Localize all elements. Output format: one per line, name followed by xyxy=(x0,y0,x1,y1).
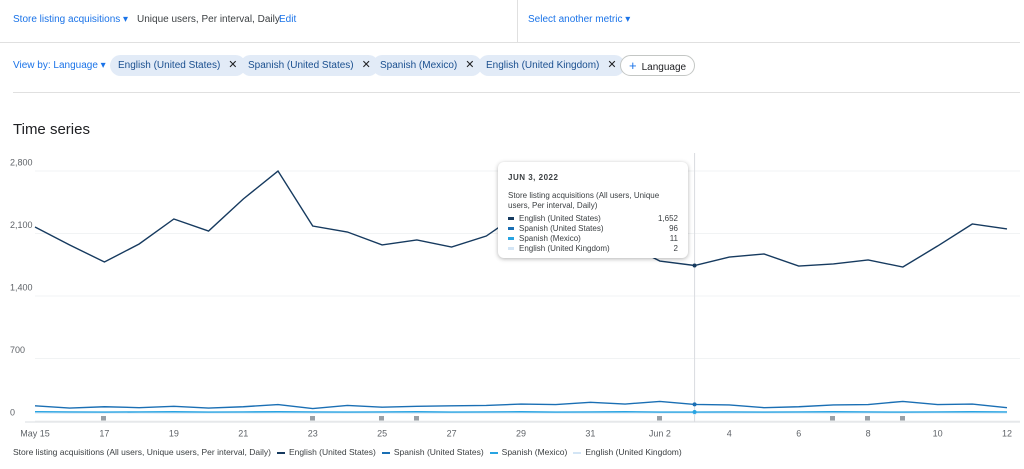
x-tick-label: 6 xyxy=(796,428,801,438)
tooltip-swatch xyxy=(508,246,514,250)
another-metric[interactable]: Select another metric ▾ xyxy=(528,14,631,25)
chip-label: Spanish (Mexico) xyxy=(380,60,458,71)
tooltip-rows: English (United States) 1,652 Spanish (Uni… xyxy=(508,213,678,253)
legend: Store listing acquisitions (All users, U… xyxy=(13,447,682,457)
legend-label: English (United States) xyxy=(288,447,376,457)
legend-label: English (United Kingdom) xyxy=(585,447,682,457)
chart-title: Time series xyxy=(13,121,90,138)
series-line xyxy=(34,400,1008,410)
annotation-marker[interactable] xyxy=(310,416,315,421)
edit-button[interactable]: Edit xyxy=(279,14,297,25)
metric-detail: Unique users, Per interval, Daily xyxy=(137,14,280,25)
tooltip-value: 11 xyxy=(669,233,678,243)
hover-dot xyxy=(692,410,697,415)
legend-label: Spanish (Mexico) xyxy=(501,447,568,457)
view-by[interactable]: View by: Language ▾ xyxy=(13,60,106,71)
tooltip-value: 1,652 xyxy=(657,213,678,223)
annotation-marker[interactable] xyxy=(414,416,419,421)
annotation-markers xyxy=(101,416,905,421)
y-tick-label: 2,800 xyxy=(10,157,33,167)
x-tick-label: 29 xyxy=(516,428,526,438)
x-tick-label: 31 xyxy=(585,428,595,438)
tooltip-series: Spanish (Mexico) xyxy=(519,233,581,243)
divider xyxy=(517,0,518,42)
x-tick-label: 10 xyxy=(933,428,943,438)
chip-label: Spanish (United States) xyxy=(248,60,354,71)
x-tick-label: 19 xyxy=(169,428,179,438)
tooltip-value: 2 xyxy=(673,243,678,253)
legend-swatch xyxy=(276,451,285,454)
annotation-marker[interactable] xyxy=(865,416,870,421)
view-by-text[interactable]: View by: Language xyxy=(13,60,98,71)
filter-chip[interactable]: Spanish (Mexico) ✕ xyxy=(372,55,483,76)
annotation-marker[interactable] xyxy=(379,416,384,421)
annotation-marker[interactable] xyxy=(900,416,905,421)
tooltip-swatch xyxy=(508,226,514,230)
y-tick-label: 0 xyxy=(10,407,15,417)
annotation-marker[interactable] xyxy=(101,416,106,421)
tooltip: JUN 3, 2022 Store listing acquisitions (… xyxy=(498,162,688,258)
tooltip-swatch xyxy=(508,236,514,240)
filter-chip[interactable]: Spanish (United States) ✕ xyxy=(240,55,379,76)
tooltip-row: English (United States) 1,652 xyxy=(508,213,678,223)
divider xyxy=(0,42,1020,43)
annotation-marker[interactable] xyxy=(657,416,662,421)
x-tick-label: 21 xyxy=(238,428,248,438)
x-tick-label: 25 xyxy=(377,428,387,438)
legend-item[interactable]: Spanish (United States) xyxy=(381,447,484,457)
another-metric-text[interactable]: Select another metric xyxy=(528,14,623,25)
x-tick-label: Jun 2 xyxy=(649,428,671,438)
hover-dot xyxy=(692,402,697,407)
y-tick-label: 2,100 xyxy=(10,220,33,230)
x-tick-label: 12 xyxy=(1002,428,1012,438)
y-tick-label: 700 xyxy=(10,345,25,355)
legend-swatch xyxy=(489,451,498,454)
filter-chip[interactable]: English (United States) ✕ xyxy=(110,55,246,76)
tooltip-metric: Store listing acquisitions (All users, U… xyxy=(508,191,660,210)
tooltip-series: English (United Kingdom) xyxy=(519,243,610,253)
annotation-marker[interactable] xyxy=(830,416,835,421)
tooltip-row: Spanish (Mexico) 11 xyxy=(508,233,678,243)
x-tick-label: 4 xyxy=(727,428,732,438)
tooltip-swatch xyxy=(508,216,514,220)
legend-swatch xyxy=(381,451,390,454)
y-tick-label: 1,400 xyxy=(10,282,33,292)
legend-swatch xyxy=(573,451,582,454)
add-language[interactable]: + Language xyxy=(620,55,696,76)
tooltip-series: English (United States) xyxy=(519,213,601,223)
legend-item[interactable]: Spanish (Mexico) xyxy=(489,447,568,457)
x-tick-label: May 15 xyxy=(20,428,50,438)
legend-item[interactable]: English (United States) xyxy=(276,447,376,457)
divider xyxy=(13,92,1020,93)
legend-item[interactable]: English (United Kingdom) xyxy=(573,447,682,457)
add-language-text[interactable]: Language xyxy=(641,62,687,73)
chip-label: English (United Kingdom) xyxy=(486,60,600,71)
tooltip-series: Spanish (United States) xyxy=(519,223,604,233)
tooltip-value: 96 xyxy=(669,223,678,233)
x-tick-label: 8 xyxy=(866,428,871,438)
legend-title: Store listing acquisitions (All users, U… xyxy=(13,447,271,457)
x-tick-label: 23 xyxy=(308,428,318,438)
tooltip-date: JUN 3, 2022 xyxy=(508,173,559,182)
filter-chip[interactable]: English (United Kingdom) ✕ xyxy=(478,55,625,76)
metric-selector[interactable]: Store listing acquisitions ▾ xyxy=(13,14,129,25)
tooltip-row: Spanish (United States) 96 xyxy=(508,223,678,233)
x-tick-label: 17 xyxy=(99,428,109,438)
metric-name[interactable]: Store listing acquisitions xyxy=(13,14,121,25)
x-tick-label: 27 xyxy=(447,428,457,438)
chip-label: English (United States) xyxy=(118,60,221,71)
tooltip-row: English (United Kingdom) 2 xyxy=(508,243,678,253)
hover-dot xyxy=(692,263,697,268)
legend-label: Spanish (United States) xyxy=(393,447,484,457)
